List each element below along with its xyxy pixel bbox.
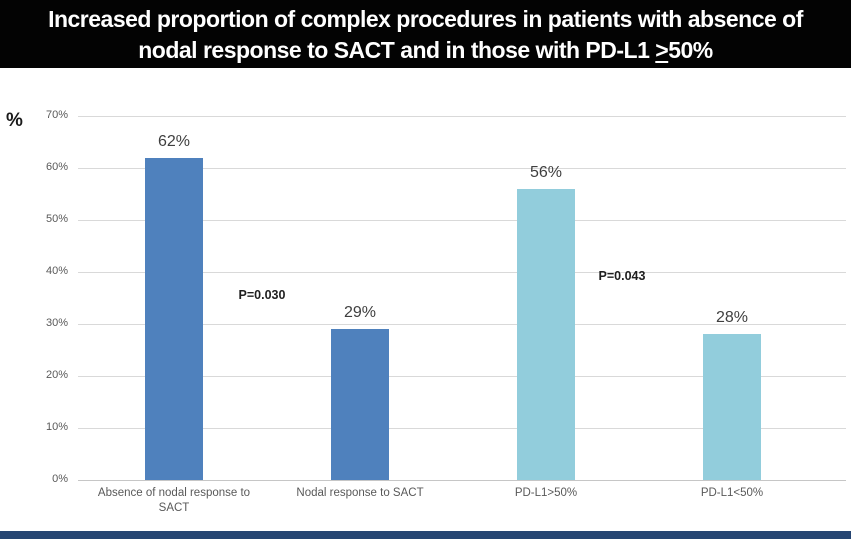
p-value-annotation: P=0.030	[238, 288, 286, 302]
p-value-annotation: P=0.043	[598, 269, 646, 283]
bar-value-label: 62%	[157, 133, 191, 150]
bar-value-label: 29%	[343, 304, 377, 321]
bar-value-label: 56%	[529, 164, 563, 181]
gridline	[78, 220, 846, 221]
bar	[331, 329, 389, 480]
bar	[145, 158, 203, 480]
gridline	[78, 272, 846, 273]
x-category-label: Absence of nodal response to SACT	[97, 487, 251, 514]
slide-title: Increased proportion of complex procedur…	[0, 0, 851, 68]
greater-equal-symbol: >	[655, 37, 669, 63]
gridline	[78, 116, 846, 117]
bottom-accent-bar	[0, 531, 851, 539]
y-tick-label: 60%	[45, 161, 68, 173]
y-tick-label: 40%	[45, 265, 68, 277]
bar-value-label: 28%	[715, 309, 749, 326]
y-axis-label: %	[6, 110, 23, 131]
x-category-label: Nodal response to SACT	[296, 487, 424, 499]
slide-title-line2-suffix: 50%	[668, 37, 713, 63]
x-category-label: PD-L1<50%	[700, 487, 764, 499]
bar	[517, 189, 575, 480]
y-tick-label: 30%	[45, 317, 68, 329]
y-tick-label: 0%	[52, 473, 68, 485]
bar	[703, 334, 761, 480]
gridline	[78, 168, 846, 169]
x-category-label: PD-L1>50%	[514, 487, 578, 499]
slide-title-line2: nodal response to SACT and in those with…	[0, 35, 851, 66]
gridline	[78, 376, 846, 377]
gridline	[78, 480, 846, 481]
y-tick-label: 10%	[45, 421, 68, 433]
gridline	[78, 324, 846, 325]
y-tick-label: 20%	[45, 369, 68, 381]
slide-title-line1: Increased proportion of complex procedur…	[48, 6, 803, 32]
y-tick-label: 50%	[45, 213, 68, 225]
gridline	[78, 428, 846, 429]
y-tick-label: 70%	[45, 109, 68, 121]
slide-title-line2-prefix: nodal response to SACT and in those with…	[138, 37, 656, 63]
bar-chart: % 70% 60% 50% 40% 30% 20% 10% 0% 62% 29% 56% 28% P…	[0, 68, 851, 531]
